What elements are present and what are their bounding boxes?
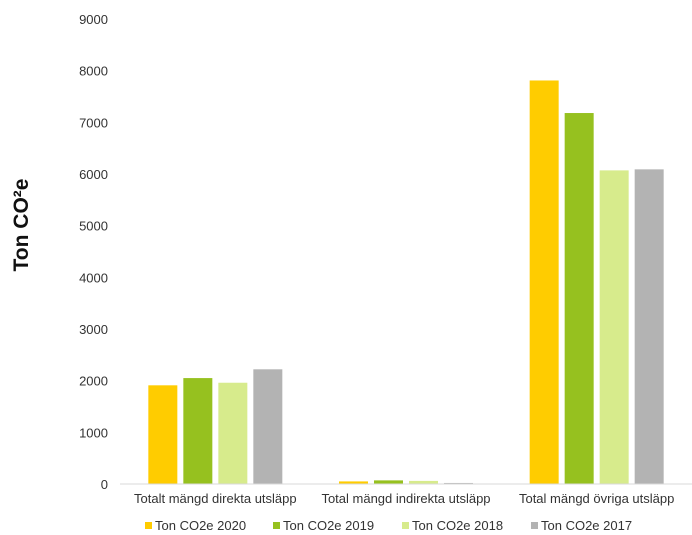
y-tick-label: 0	[101, 477, 108, 492]
bar	[183, 378, 213, 484]
legend-label: Ton CO2e 2017	[541, 518, 632, 533]
legend-item: Ton CO2e 2017	[531, 518, 632, 533]
y-tick-label: 9000	[79, 12, 108, 27]
bar	[529, 80, 559, 484]
bar	[253, 369, 283, 484]
bar	[599, 170, 629, 484]
y-tick-label: 8000	[79, 64, 108, 79]
legend-label: Ton CO2e 2019	[283, 518, 374, 533]
y-tick-label: 7000	[79, 115, 108, 130]
bar	[409, 480, 438, 484]
legend-label: Ton CO2e 2020	[155, 518, 246, 533]
y-axis-ticks: 0 1000 2000 3000 4000 5000 6000 7000 8000 9000	[79, 12, 108, 492]
y-axis-label: Ton CO²e	[10, 179, 33, 272]
x-axis-categories: Totalt mängd direkta utsläpp Total mängd …	[134, 491, 674, 506]
bars	[148, 80, 664, 485]
legend-swatch	[273, 522, 280, 529]
x-category-label: Total mängd indirekta utsläpp	[321, 491, 490, 506]
bar	[218, 382, 248, 484]
y-tick-label: 1000	[79, 425, 108, 440]
y-tick-label: 5000	[79, 219, 108, 234]
legend: Ton CO2e 2020 Ton CO2e 2019 Ton CO2e 2018 T…	[145, 518, 632, 533]
legend-item: Ton CO2e 2018	[402, 518, 503, 533]
y-tick-label: 6000	[79, 167, 108, 182]
bar	[564, 113, 594, 485]
legend-swatch	[531, 522, 538, 529]
bar	[374, 480, 403, 484]
legend-label: Ton CO2e 2018	[412, 518, 503, 533]
y-tick-label: 3000	[79, 322, 108, 337]
bar	[634, 169, 664, 484]
legend-item: Ton CO2e 2020	[145, 518, 246, 533]
x-category-label: Total mängd övriga utsläpp	[519, 491, 674, 506]
bar	[339, 481, 368, 484]
bar	[148, 385, 178, 484]
y-tick-label: 2000	[79, 374, 108, 389]
legend-swatch	[402, 522, 409, 529]
y-tick-label: 4000	[79, 270, 108, 285]
bar	[444, 482, 473, 484]
legend-swatch	[145, 522, 152, 529]
legend-item: Ton CO2e 2019	[273, 518, 374, 533]
x-category-label: Totalt mängd direkta utsläpp	[134, 491, 297, 506]
